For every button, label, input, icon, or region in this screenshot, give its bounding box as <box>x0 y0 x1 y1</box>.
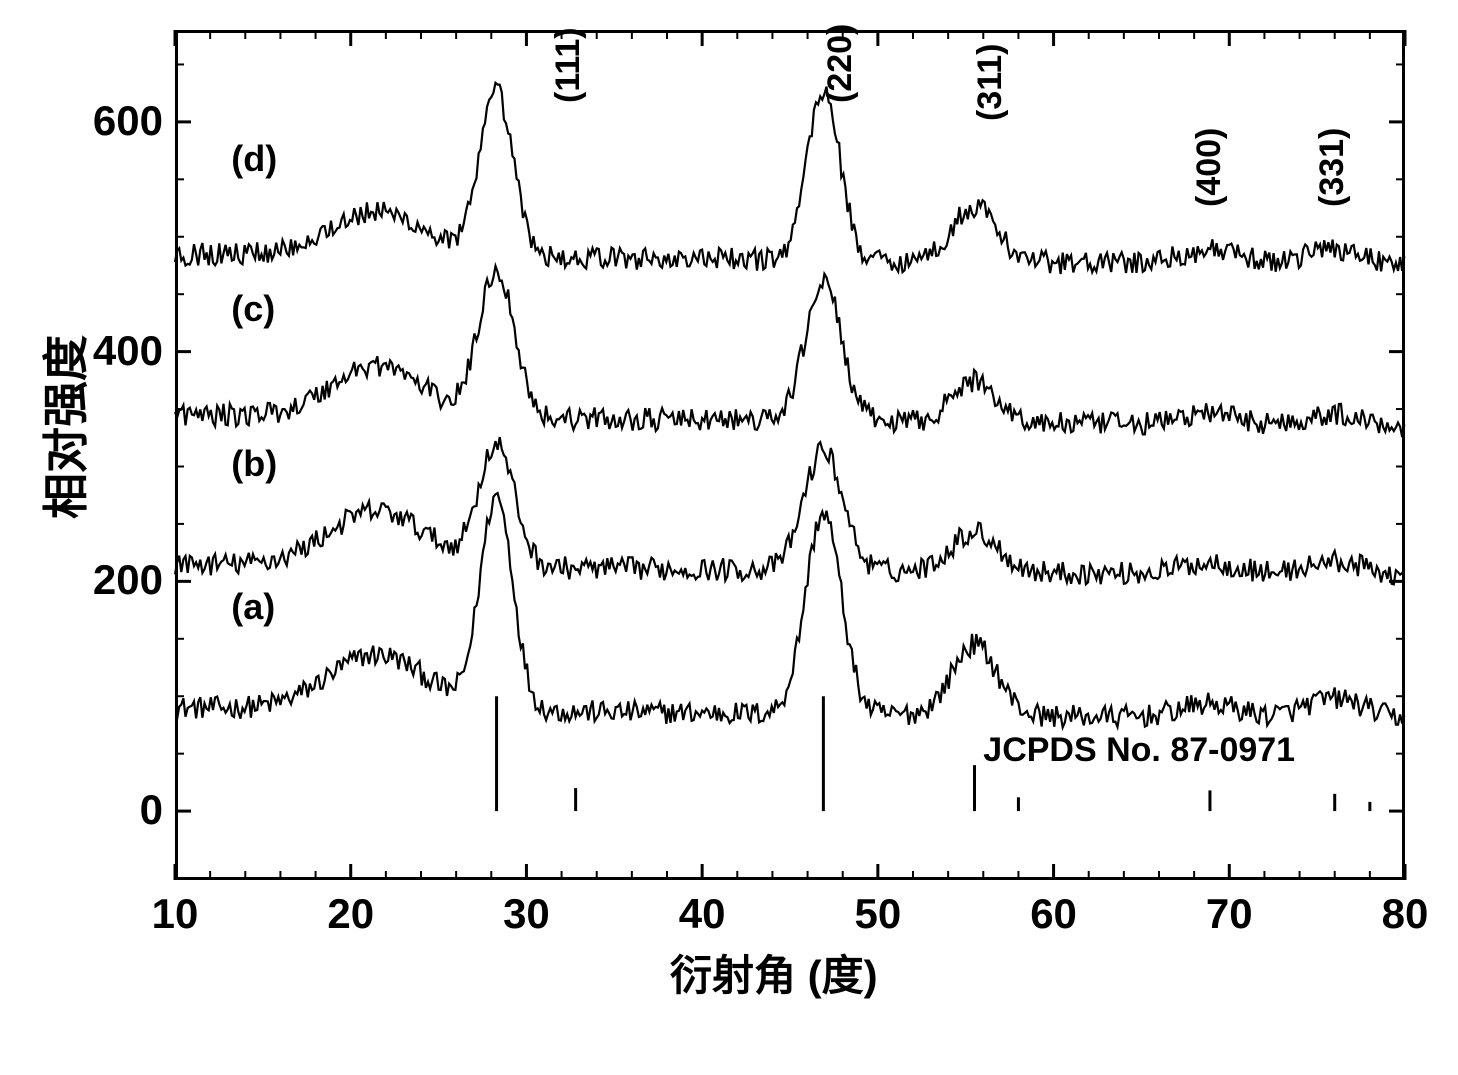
x-tick-label: 60 <box>1026 890 1082 938</box>
xrd-trace-c <box>175 266 1404 437</box>
reference-card-label: JCPDS No. 87-0971 <box>983 731 1295 770</box>
x-axis-label: 衍射角 (度) <box>670 942 878 1003</box>
miller-index-label: (331) <box>1313 127 1352 206</box>
miller-index-label: (111) <box>549 28 588 104</box>
chart-container: { "chart": { "type": "xrd-line-stack", "… <box>0 0 1458 1075</box>
x-tick-label: 80 <box>1377 890 1433 938</box>
xrd-trace-a <box>175 493 1404 727</box>
y-tick-label: 200 <box>93 556 163 604</box>
miller-index-label: (311) <box>971 43 1010 121</box>
miller-index-label: (220) <box>821 24 860 103</box>
x-tick-label: 20 <box>323 890 379 938</box>
x-tick-label: 30 <box>498 890 554 938</box>
series-label: (c) <box>231 288 275 330</box>
y-tick-label: 0 <box>140 786 163 834</box>
x-tick-label: 50 <box>850 890 906 938</box>
x-tick-label: 40 <box>674 890 730 938</box>
x-tick-label: 10 <box>147 890 203 938</box>
y-tick-label: 400 <box>93 327 163 375</box>
series-label: (b) <box>231 443 277 485</box>
y-axis-label: 相对强度 <box>30 409 96 519</box>
x-tick-label: 70 <box>1201 890 1257 938</box>
series-label: (a) <box>231 586 275 628</box>
series-label: (d) <box>231 138 277 180</box>
miller-index-label: (400) <box>1190 127 1229 206</box>
y-tick-label: 600 <box>93 97 163 145</box>
xrd-trace-b <box>175 437 1404 584</box>
